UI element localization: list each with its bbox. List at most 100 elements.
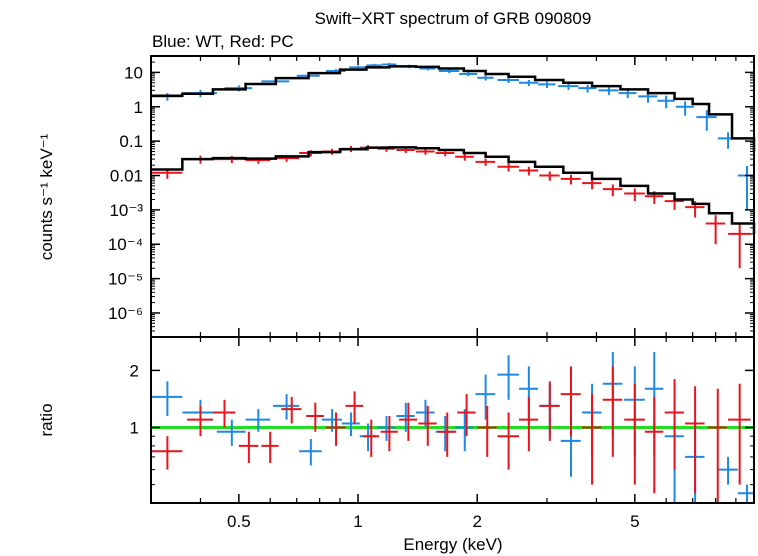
top-panel-marks <box>151 62 756 269</box>
bottom-point-wt <box>717 456 738 485</box>
x-tick-label: 1 <box>353 512 362 531</box>
bottom-panel-frame <box>150 336 755 504</box>
top-y-tick-label: 0.01 <box>110 167 143 186</box>
top-series-wt <box>151 62 754 210</box>
top-point-pc <box>475 158 496 166</box>
top-y-tick-label: 10 <box>124 63 143 82</box>
top-point-pc <box>624 188 645 202</box>
x-tick-label: 2 <box>473 512 482 531</box>
bottom-point-wt <box>475 374 496 420</box>
x-tick-label: 5 <box>630 512 639 531</box>
bottom-point-pc <box>644 396 664 494</box>
bottom-point-pc <box>418 405 437 446</box>
bottom-point-pc <box>212 399 236 428</box>
top-point-wt <box>497 77 520 84</box>
bottom-point-pc <box>582 394 602 485</box>
bottom-point-pc <box>281 396 302 424</box>
top-point-wt <box>717 132 738 149</box>
top-y-tick-label: 10⁻⁶ <box>108 304 143 323</box>
top-series-pc <box>151 145 751 269</box>
bottom-point-pc <box>477 405 497 457</box>
top-point-wt <box>675 101 694 116</box>
bottom-point-wt <box>151 381 183 416</box>
bottom-point-pc <box>539 381 560 441</box>
top-point-wt <box>459 71 478 77</box>
top-y-tick-label: 0.1 <box>119 132 143 151</box>
top-point-pc <box>497 163 520 172</box>
top-point-wt <box>618 89 637 98</box>
bottom-point-wt <box>737 484 754 503</box>
top-point-wt <box>558 83 579 90</box>
bottom-point-pc <box>261 431 279 464</box>
chart-title: Swift−XRT spectrum of GRB 090809 <box>315 9 592 28</box>
top-y-tick-label: 10⁻³ <box>109 201 143 220</box>
bottom-point-wt <box>273 394 300 420</box>
model-line-wt-model <box>151 65 756 152</box>
bottom-point-wt <box>377 415 396 441</box>
chart-subtitle: Blue: WT, Red: PC <box>152 32 294 51</box>
top-point-pc <box>435 150 455 157</box>
bottom-point-pc <box>380 415 398 452</box>
bottom-point-pc <box>560 366 581 437</box>
bottom-point-pc <box>437 412 457 457</box>
top-y-axis-label: counts s⁻¹ keV⁻¹ <box>37 133 56 260</box>
bottom-point-pc <box>624 383 645 485</box>
bottom-point-wt <box>396 402 415 432</box>
bottom-y-tick-label: 2 <box>130 361 139 380</box>
bottom-point-pc <box>345 391 364 424</box>
top-panel-frame <box>150 55 755 338</box>
bottom-series-pc <box>151 366 751 503</box>
top-point-wt <box>598 86 619 95</box>
top-point-pc <box>519 166 539 176</box>
bottom-point-wt <box>455 409 474 452</box>
bottom-point-wt <box>341 412 360 437</box>
bottom-point-pc <box>519 396 539 452</box>
top-point-pc <box>582 178 602 190</box>
top-point-pc <box>415 148 435 155</box>
bottom-y-tick-label: 1 <box>130 419 139 438</box>
bottom-point-pc <box>685 386 705 494</box>
top-y-tick-label: 10⁻⁵ <box>108 270 143 289</box>
bottom-point-wt <box>245 409 271 432</box>
bottom-point-pc <box>602 366 623 457</box>
top-point-wt <box>438 69 460 74</box>
bottom-point-pc <box>363 419 380 457</box>
bottom-point-wt <box>299 438 322 466</box>
x-axis-label: Energy (keV) <box>403 535 502 554</box>
bottom-point-pc <box>728 383 751 485</box>
top-point-pc <box>560 174 581 185</box>
model-line-pc-model <box>151 146 756 234</box>
top-point-wt <box>578 84 597 93</box>
bottom-point-pc <box>187 405 213 437</box>
bottom-panel-marks <box>151 352 754 503</box>
top-point-wt <box>519 80 539 87</box>
bottom-point-pc <box>707 388 728 503</box>
top-point-wt <box>737 165 754 210</box>
top-point-pc <box>728 224 751 269</box>
top-point-pc <box>539 171 560 181</box>
bottom-point-pc <box>457 394 476 437</box>
bottom-point-pc <box>306 402 324 432</box>
bottom-point-wt <box>435 415 455 452</box>
bottom-point-pc <box>238 431 259 464</box>
top-point-wt <box>696 110 717 131</box>
top-point-pc <box>705 215 726 245</box>
x-tick-label: 0.5 <box>227 512 251 531</box>
bottom-point-pc <box>151 436 183 470</box>
top-y-tick-label: 10⁻⁴ <box>108 235 143 254</box>
bottom-point-pc <box>664 379 684 470</box>
bottom-point-pc <box>497 412 520 470</box>
bottom-point-pc <box>399 402 418 441</box>
bottom-point-wt <box>216 419 246 446</box>
top-point-pc <box>455 153 474 161</box>
axes: 0.5 1 2 5 10 1 0.1 0.01 10⁻³ 10⁻⁴ 10⁻⁵ 10⁻⁶ 1 2 <box>108 55 754 531</box>
bottom-point-wt <box>497 355 520 400</box>
bottom-y-axis-label: ratio <box>37 403 56 436</box>
top-point-wt <box>538 81 556 89</box>
top-y-tick-label: 1 <box>134 98 143 117</box>
top-point-pc <box>602 184 623 197</box>
bottom-point-pc <box>325 412 346 446</box>
top-point-wt <box>477 75 494 81</box>
top-point-wt <box>657 95 675 109</box>
